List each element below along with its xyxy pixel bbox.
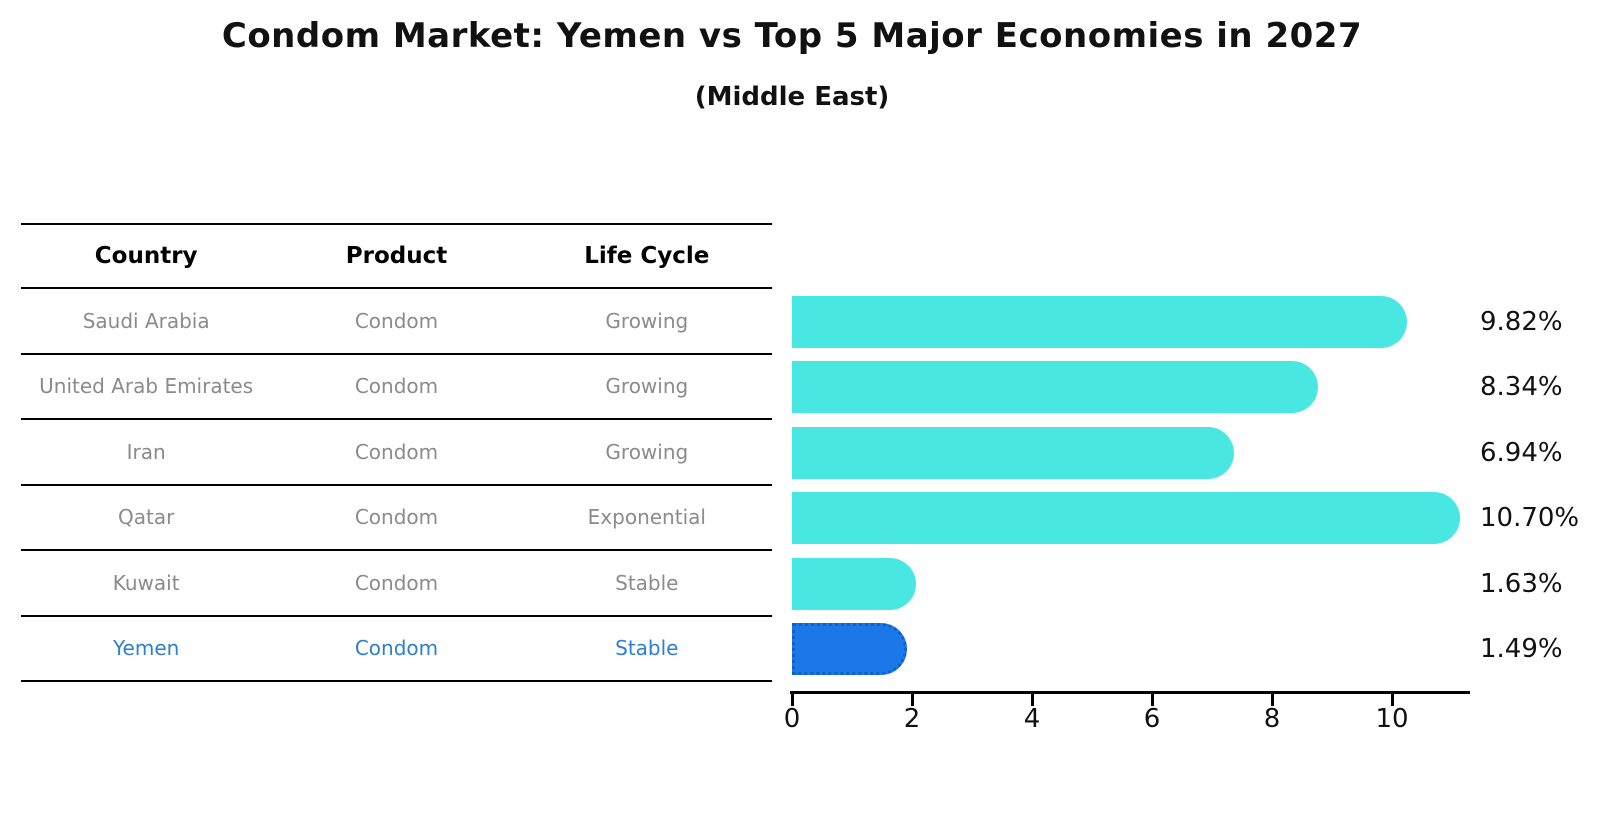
table-row: Kuwait Condom Stable xyxy=(21,551,772,617)
country-cell: Qatar xyxy=(118,505,175,530)
life-cycle-cell: Stable xyxy=(615,636,679,661)
bar-row xyxy=(792,420,1470,486)
x-tick-label: 0 xyxy=(783,704,801,734)
table-row: Yemen Condom Stable xyxy=(21,617,772,682)
bar-kuwait xyxy=(792,557,916,610)
bar-yemen xyxy=(792,623,908,676)
life-cycle-cell: Growing xyxy=(605,439,689,464)
value-labels: 9.82% 8.34% 6.94% 10.70% 1.63% 1.49% xyxy=(1480,289,1604,682)
x-tick-mark xyxy=(910,694,914,706)
bar-row xyxy=(792,486,1470,552)
value-label-row: 6.94% xyxy=(1480,420,1604,486)
table-row: Saudi Arabia Condom Growing xyxy=(21,289,772,355)
life-cycle-cell: Growing xyxy=(605,308,689,333)
x-tick-mark xyxy=(1390,694,1394,706)
country-cell: Iran xyxy=(126,439,166,464)
value-label-row: 1.63% xyxy=(1480,551,1604,617)
value-label-iran: 6.94% xyxy=(1480,437,1563,468)
x-tick-mark xyxy=(1030,694,1034,706)
life-cycle-cell: Stable xyxy=(615,570,679,595)
value-label-row: 10.70% xyxy=(1480,486,1604,552)
value-label-yemen: 1.49% xyxy=(1480,634,1563,665)
country-cell: Saudi Arabia xyxy=(82,308,210,333)
bar-iran xyxy=(792,426,1235,479)
x-axis-line xyxy=(790,691,1470,694)
chart-subtitle: (Middle East) xyxy=(694,82,890,112)
product-cell: Condom xyxy=(354,570,439,595)
value-label-saudi-arabia: 9.82% xyxy=(1480,306,1563,337)
bar-row xyxy=(792,617,1470,683)
bar-row xyxy=(792,289,1470,355)
country-cell: Yemen xyxy=(113,636,180,661)
table-row: United Arab Emirates Condom Growing xyxy=(21,355,772,420)
value-label-row: 8.34% xyxy=(1480,355,1604,421)
value-label-united-arab-emirates: 8.34% xyxy=(1480,372,1563,403)
data-table: Country Product Life Cycle Saudi Arabia Con… xyxy=(21,223,772,682)
table-header-row: Country Product Life Cycle xyxy=(21,223,772,289)
x-tick-mark xyxy=(1270,694,1274,706)
bar-row xyxy=(792,355,1470,421)
bar-qatar xyxy=(792,492,1460,545)
x-tick-label: 10 xyxy=(1375,704,1409,734)
table-body: Saudi Arabia Condom Growing United Arab Emi… xyxy=(21,289,772,682)
x-tick-label: 4 xyxy=(1023,704,1041,734)
x-tick-mark xyxy=(790,694,794,706)
product-cell: Condom xyxy=(354,505,439,530)
value-label-row: 9.82% xyxy=(1480,289,1604,355)
product-cell: Condom xyxy=(354,308,439,333)
bars-area xyxy=(792,289,1470,682)
x-tick-label: 8 xyxy=(1263,704,1281,734)
table-row: Iran Condom Growing xyxy=(21,420,772,486)
column-header-life-cycle: Life Cycle xyxy=(584,243,710,269)
value-label-kuwait: 1.63% xyxy=(1480,568,1563,599)
country-cell: United Arab Emirates xyxy=(39,374,254,399)
chart-title: Condom Market: Yemen vs Top 5 Major Econ… xyxy=(221,16,1363,56)
bar-united-arab-emirates xyxy=(792,361,1319,414)
column-header-product: Product xyxy=(345,243,448,269)
table-row: Qatar Condom Exponential xyxy=(21,486,772,551)
life-cycle-cell: Growing xyxy=(605,374,689,399)
country-cell: Kuwait xyxy=(112,570,180,595)
bar-saudi-arabia xyxy=(792,295,1408,348)
x-tick-label: 2 xyxy=(903,704,921,734)
life-cycle-cell: Exponential xyxy=(587,505,706,530)
column-header-country: Country xyxy=(94,243,198,269)
x-tick-label: 6 xyxy=(1143,704,1161,734)
value-label-qatar: 10.70% xyxy=(1480,503,1580,534)
product-cell: Condom xyxy=(354,374,439,399)
product-cell: Condom xyxy=(354,439,439,464)
value-label-row: 1.49% xyxy=(1480,617,1604,683)
product-cell: Condom xyxy=(354,636,439,661)
bar-row xyxy=(792,551,1470,617)
x-tick-mark xyxy=(1150,694,1154,706)
